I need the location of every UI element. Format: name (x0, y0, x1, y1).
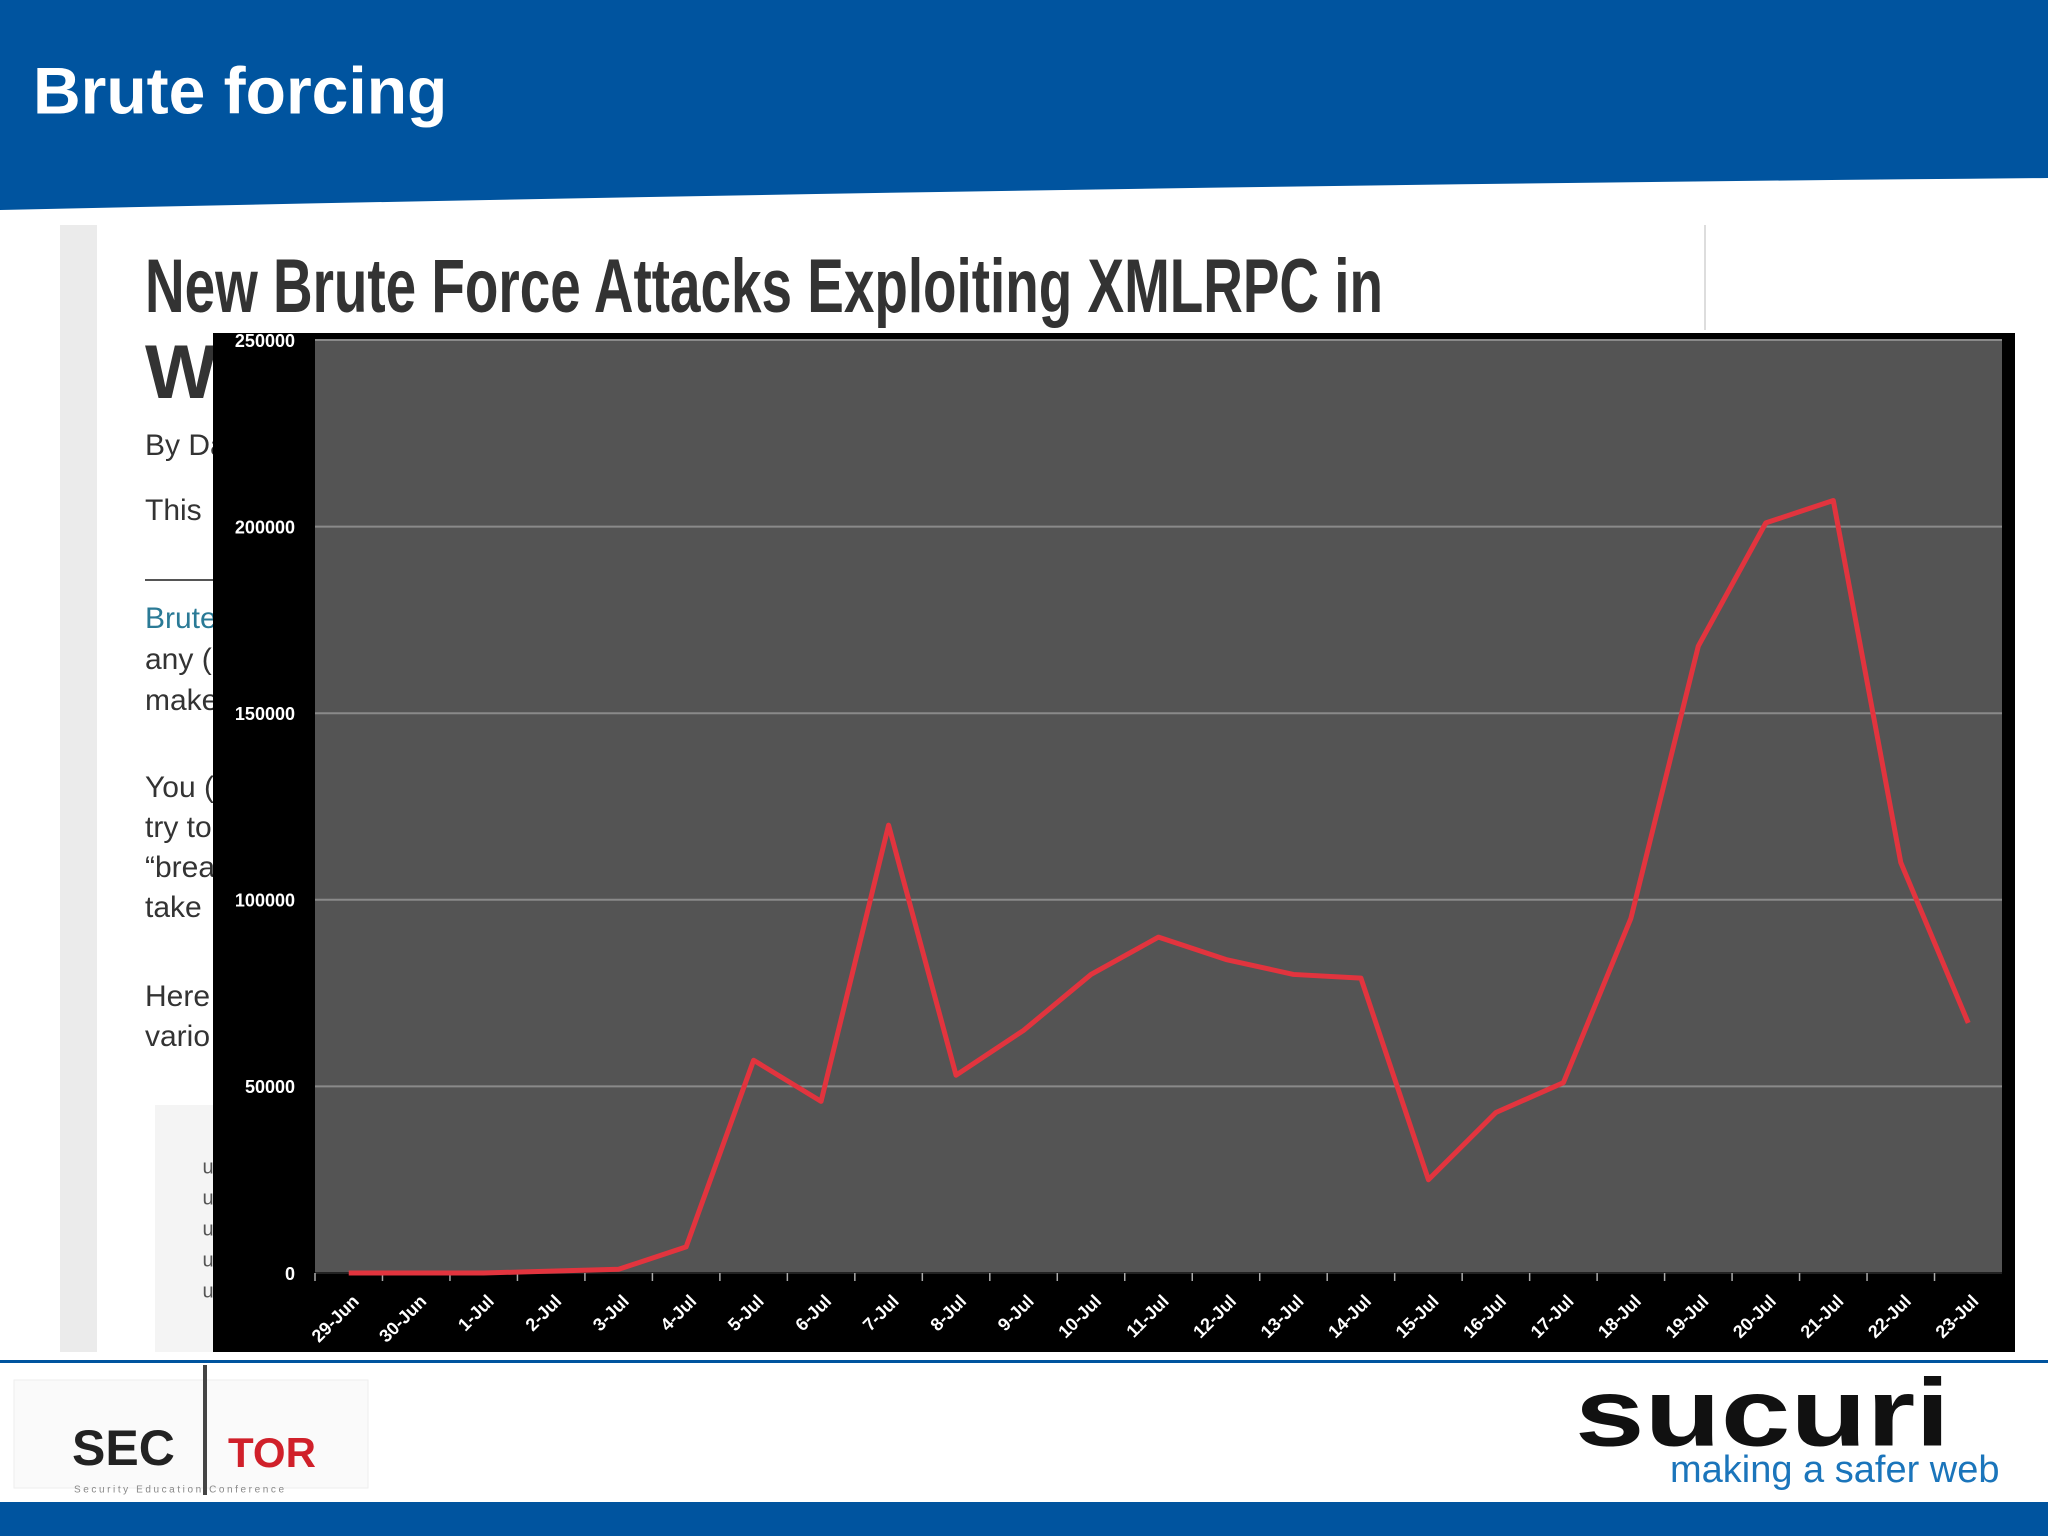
article-margin (60, 225, 97, 1352)
code-line: u (202, 1281, 214, 1304)
code-line: u (202, 1219, 214, 1242)
article-line: “brea (145, 851, 215, 884)
code-block (155, 1105, 213, 1352)
code-line: u (202, 1157, 214, 1180)
logo-right-name: sucuri (1575, 1359, 1950, 1466)
y-tick-label: 0 (285, 1264, 295, 1284)
y-tick-label: 50000 (245, 1077, 295, 1097)
logo-right-tagline: making a safer web (1670, 1449, 2000, 1491)
article-line: You ( (145, 771, 214, 804)
article-headline: New Brute Force Attacks Exploiting XMLRP… (145, 244, 1383, 329)
logo-left-box (13, 1379, 369, 1489)
y-tick-label: 200000 (235, 517, 295, 537)
article-line: make (145, 684, 218, 717)
code-line: u (202, 1188, 214, 1211)
article-line: Brute (145, 602, 217, 635)
logo-left-tagline: Security Education Conference (74, 1485, 284, 1496)
y-tick-label: 150000 (235, 704, 295, 724)
data-line (348, 497, 1971, 1276)
plot-area (315, 340, 2002, 1273)
article-line: any ( (145, 643, 212, 676)
logo-left-text: TOR (228, 1429, 316, 1476)
article-line: Here (145, 980, 210, 1013)
footer-band (0, 1502, 2048, 1536)
article-line: take (145, 891, 202, 924)
y-tick-label: 250000 (235, 331, 295, 351)
article-line: try to (145, 811, 212, 844)
code-line: u (202, 1250, 214, 1273)
footer-line (0, 1360, 2048, 1363)
logo-left-text: SEC (72, 1420, 175, 1476)
header-band (0, 0, 2048, 210)
article-line: This (145, 494, 202, 527)
article-line: vario (145, 1020, 210, 1053)
y-tick-label: 100000 (235, 891, 295, 911)
slide-title: Brute forcing (33, 53, 447, 127)
